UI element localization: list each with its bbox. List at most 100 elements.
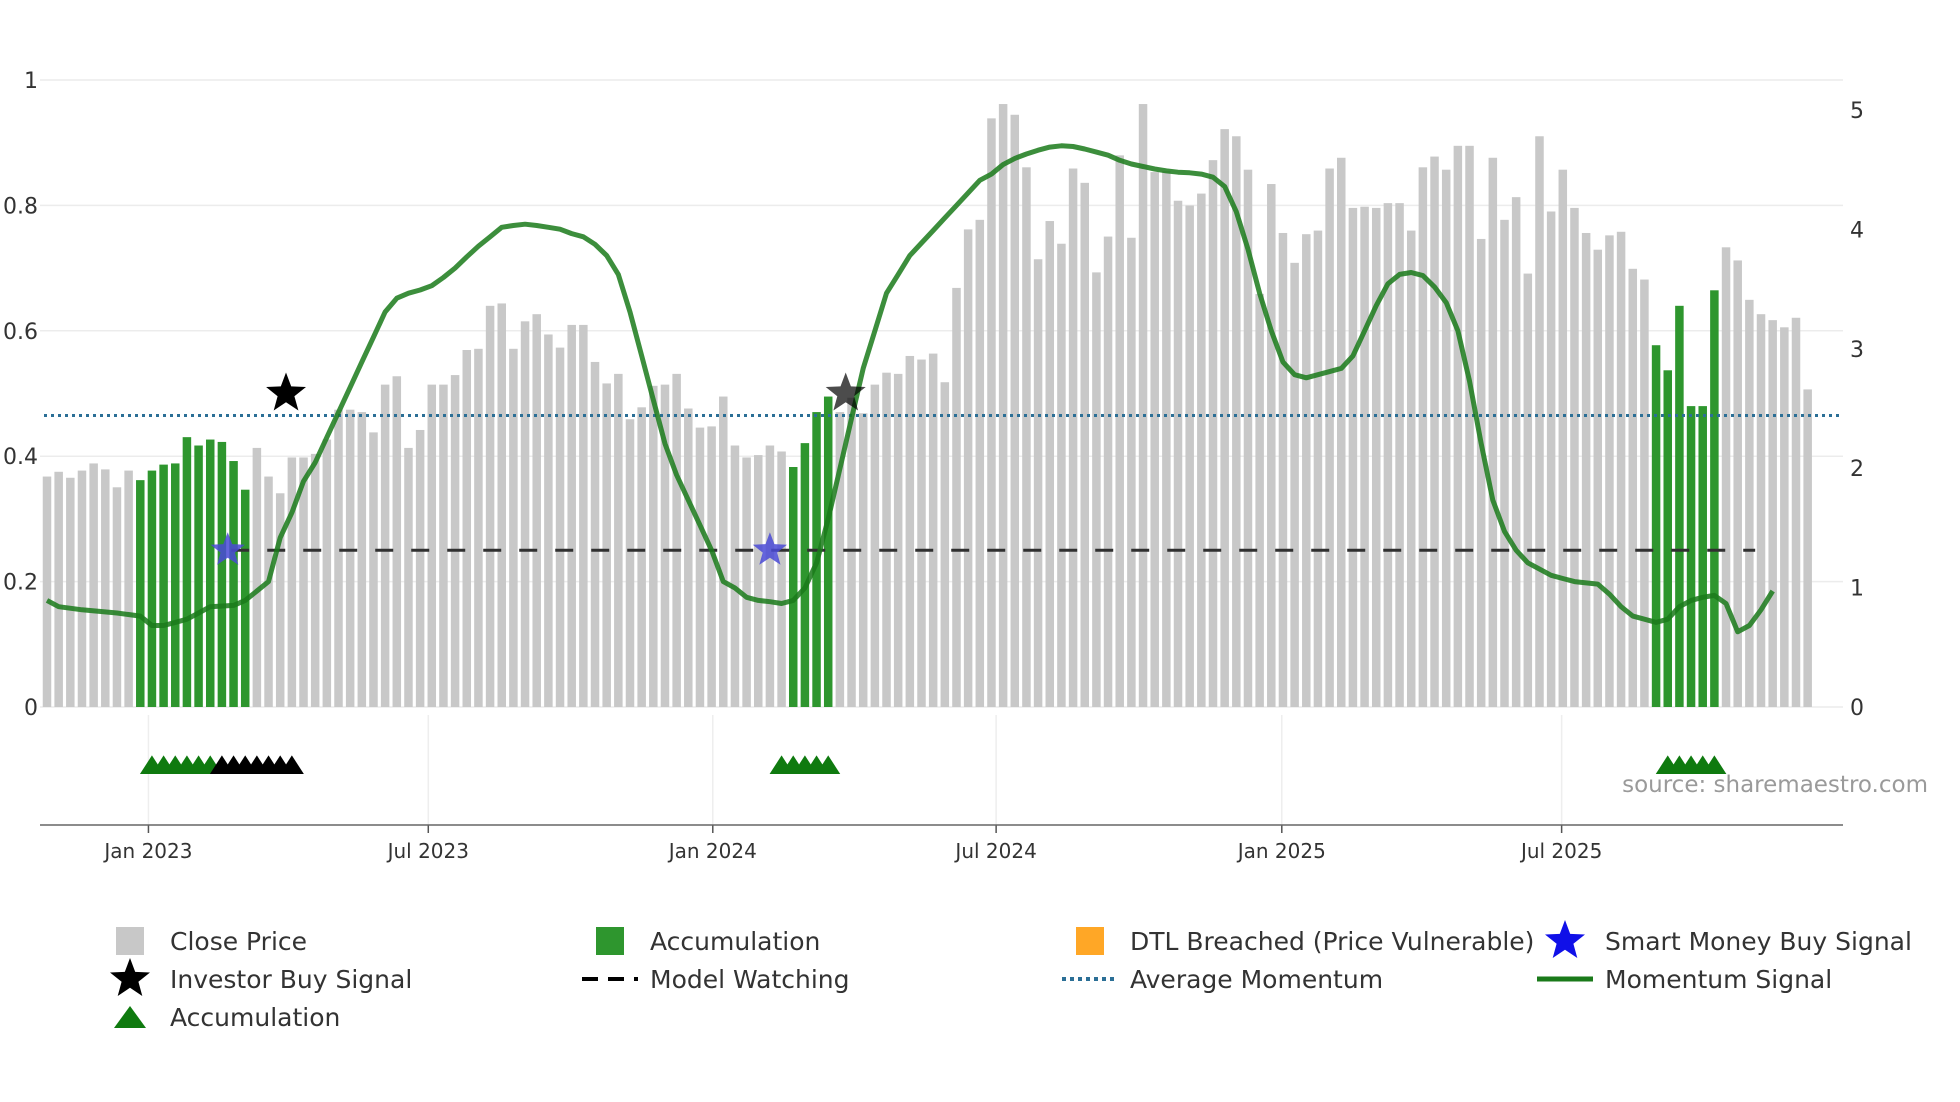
close-price-bar [1441, 169, 1451, 707]
close-price-bar [1371, 207, 1381, 707]
close-price-bar [112, 487, 122, 707]
legend-label: Momentum Signal [1605, 965, 1832, 994]
close-price-bar [1092, 272, 1101, 707]
close-price-bar [1220, 129, 1229, 707]
close-price-bar [579, 324, 588, 707]
axes: 0 0.2 0.4 0.6 0.8 1 0 1 2 3 4 5 Jan 2023 Jul 2023 Jan … [3, 69, 1864, 863]
close-price-bar [1383, 203, 1393, 707]
accumulation-bar [788, 467, 798, 707]
signal-lines [44, 143, 1843, 635]
close-price-bar [89, 463, 98, 707]
legend-label: Smart Money Buy Signal [1605, 927, 1912, 956]
legend-item: Accumulation [596, 927, 820, 956]
accumulation-bar [194, 445, 203, 707]
close-price-bar [730, 445, 740, 707]
close-price-bar [462, 349, 472, 707]
close-price-bar [310, 453, 320, 707]
legend-item: Smart Money Buy Signal [1545, 920, 1912, 958]
close-price-bar [1348, 207, 1358, 707]
legend-item: Momentum Signal [1537, 965, 1832, 994]
close-price-bar [1430, 156, 1439, 708]
close-price-bar [392, 376, 402, 707]
legend-label: Close Price [170, 927, 307, 956]
close-price-bar [264, 476, 273, 707]
close-price-bar [497, 303, 506, 707]
close-price-bar [1360, 206, 1369, 708]
left-tick-label: 0.4 [3, 445, 38, 470]
x-tick-label: Jul 2025 [1519, 839, 1602, 863]
accumulation-triangle [1702, 755, 1727, 774]
close-price-bar [614, 373, 623, 707]
legend-item: Accumulation [114, 1003, 340, 1032]
close-price-bar [404, 447, 413, 707]
close-price-bar [1138, 104, 1148, 707]
close-price-bar [66, 477, 75, 707]
close-price-bar [765, 445, 775, 707]
close-price-bar [637, 407, 646, 707]
close-price-bar [334, 409, 343, 707]
close-price-bar [1278, 232, 1288, 707]
close-price-bar [427, 384, 437, 707]
close-price-bar [544, 334, 553, 707]
close-price-bar [1570, 207, 1579, 707]
close-price-bar [345, 409, 355, 707]
close-price-bar [1197, 193, 1206, 707]
close-price-bar [1302, 234, 1311, 707]
close-price-bar [777, 451, 786, 707]
close-price-bar [952, 287, 961, 707]
close-price-bar [835, 412, 845, 707]
legend-label: Model Watching [650, 965, 850, 994]
close-price-bar [940, 382, 950, 707]
close-price-bar [1267, 184, 1276, 707]
accumulation-bar [217, 441, 227, 707]
legend-orange-square-icon [1076, 927, 1104, 955]
close-price-bar [1418, 167, 1428, 707]
close-price-bar [975, 219, 985, 707]
close-price-bar [893, 373, 903, 707]
close-price-bar [1162, 170, 1171, 708]
legend-item: Close Price [116, 927, 307, 956]
close-price-bar [474, 348, 483, 707]
right-tick-label: 4 [1850, 218, 1864, 243]
close-price-bar [1395, 203, 1404, 707]
close-price-bar [1127, 237, 1136, 707]
close-price-bar [1033, 259, 1043, 707]
close-price-bar [322, 439, 332, 707]
close-price-bar [77, 470, 87, 707]
legend-label: Accumulation [650, 927, 820, 956]
legend-label: Average Momentum [1130, 965, 1383, 994]
legend: Close Price Accumulation DTL Breached (Pri… [110, 920, 1912, 1032]
close-price-bar [1290, 262, 1299, 707]
close-price-bar [998, 104, 1008, 707]
close-price-bar [1208, 160, 1218, 707]
legend-blue-star-icon [1545, 920, 1585, 958]
close-price-bar [54, 471, 63, 707]
investor-buy-star [825, 372, 866, 411]
accumulation-bar [1663, 370, 1672, 707]
accumulation-bar [823, 396, 833, 707]
close-price-bar [1057, 243, 1066, 707]
close-price-bar [287, 457, 297, 707]
accumulation-bar [1698, 406, 1707, 707]
close-price-bar [847, 397, 856, 707]
price-bars [42, 104, 1812, 708]
close-price-bar [1313, 230, 1323, 707]
legend-gray-square-icon [116, 927, 144, 955]
close-price-bar [1115, 155, 1124, 707]
close-price-bar [672, 373, 681, 707]
close-price-bar [1780, 327, 1789, 707]
legend-triangle-icon [114, 1006, 146, 1028]
x-tick-label: Jan 2025 [1236, 839, 1326, 863]
close-price-bar [1593, 249, 1603, 707]
close-price-bar [602, 383, 611, 707]
right-tick-label: 2 [1850, 457, 1864, 482]
close-price-bar [1581, 232, 1591, 707]
investor-triangle [279, 755, 304, 774]
close-price-bar [1535, 136, 1544, 707]
close-price-bar [1616, 231, 1626, 707]
close-price-bar [1803, 389, 1812, 707]
close-price-bar [882, 372, 891, 707]
close-price-bar [1791, 317, 1801, 707]
close-price-bar [555, 347, 565, 707]
